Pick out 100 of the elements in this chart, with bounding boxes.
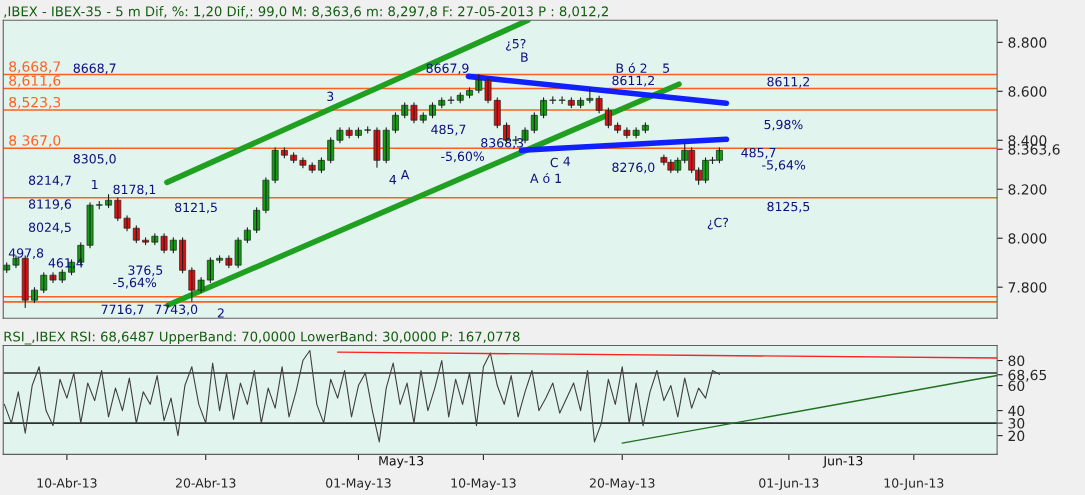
- x-tick-label: 10-May-13: [451, 478, 516, 491]
- candlestick: [206, 257, 214, 284]
- candlestick: [364, 126, 372, 134]
- x-tick-label: 10-Jun-13: [884, 478, 944, 491]
- candlestick: [577, 97, 584, 109]
- annotation: 7743,0: [155, 304, 198, 316]
- y-tick-label: 60: [1008, 380, 1025, 392]
- annotation: 497,8: [8, 248, 44, 260]
- y-tick-label: 7.800: [1008, 282, 1047, 293]
- annotation: -5,60%: [441, 151, 485, 163]
- annotation: 485,7: [741, 147, 776, 159]
- annotation: B: [521, 52, 528, 62]
- chart-title: ,IBEX - IBEX-35 - 5 m Dif, %: 1,20 Dif,: 99,0 M: 8,363,6 m: 8,297,8 F: 27-05-2013 P : 8,012,2: [4, 6, 608, 18]
- annotation: 7716,7: [101, 304, 144, 316]
- annotation: 5,98%: [764, 119, 803, 131]
- annotation: ¿C?: [707, 217, 729, 230]
- annotation: 8667,9: [426, 63, 469, 75]
- ref-line-label: 8,611,6: [9, 75, 61, 88]
- candlestick: [169, 237, 177, 254]
- y-tick-label: 30: [1008, 418, 1025, 429]
- y-tick-label: 40: [1008, 405, 1025, 417]
- candlestick: [216, 255, 224, 264]
- candlestick: [95, 200, 103, 210]
- annotation: 376,5: [128, 265, 163, 277]
- chart-title: RSI_,IBEX RSI: 68,6487 UpperBand: 70,0000 LowerBand: 30,0000 P: 167,0778: [4, 331, 520, 345]
- y-tick-label: 8.200: [1008, 184, 1047, 195]
- text: Jun-13: [822, 456, 863, 468]
- annotation: 8611,2: [767, 76, 810, 88]
- annotation: 8305,0: [73, 154, 116, 165]
- annotation: 4: [563, 156, 571, 166]
- annotation: C: [550, 157, 558, 168]
- candlestick: [253, 207, 261, 234]
- annotation: A: [400, 170, 410, 180]
- candlestick: [641, 122, 649, 134]
- x-tick-label: 20-Abr-13: [175, 478, 236, 488]
- candlestick: [401, 102, 409, 119]
- candlestick: [438, 97, 446, 109]
- annotation: B ó 2: [616, 62, 647, 73]
- annotation: 8024,5: [28, 222, 71, 234]
- candlestick: [281, 147, 288, 159]
- annotation: 8121,5: [175, 202, 217, 214]
- annotation: 5: [663, 63, 670, 73]
- x-tick-label: 10-Abr-13: [37, 478, 97, 488]
- x-tick-label: 01-May-13: [326, 478, 391, 491]
- candlestick: [614, 122, 622, 134]
- candlestick: [142, 237, 149, 246]
- ref-line-label: 8 367,0: [9, 135, 61, 148]
- candlestick: [493, 97, 501, 129]
- candlestick: [290, 152, 298, 164]
- annotation: 8276,0: [612, 162, 655, 174]
- y-tick-label: 20: [1008, 430, 1025, 442]
- y-tick-label: 8.363,6: [1008, 144, 1060, 157]
- y-tick-label: 80: [1008, 355, 1025, 366]
- candlestick: [58, 269, 66, 284]
- candlestick: [604, 107, 612, 129]
- annotation: 8178,1: [113, 184, 156, 196]
- annotation: 8611,2: [612, 75, 654, 87]
- annotation: 485,7: [431, 124, 466, 136]
- y-tick-label: 8.000: [1008, 233, 1047, 244]
- candlestick: [429, 102, 436, 119]
- candlestick: [466, 87, 473, 99]
- annotation: 1: [92, 179, 98, 190]
- annotation: 8214,7: [28, 175, 71, 187]
- text: May-13: [379, 456, 424, 468]
- x-tick-label: 01-Jun-13: [759, 478, 819, 491]
- candlestick: [456, 92, 464, 104]
- candlestick: [540, 97, 547, 119]
- annotation: -5,64%: [762, 160, 806, 171]
- y-tick-label: 8.800: [1008, 37, 1047, 48]
- candlestick: [567, 97, 575, 109]
- ref-line-label: 8,523,3: [9, 96, 61, 109]
- annotation: 8125,5: [767, 201, 810, 213]
- annotation: 2: [217, 308, 224, 318]
- candlestick: [49, 272, 57, 284]
- annotation: 8119,6: [28, 199, 72, 211]
- candlestick: [31, 287, 38, 304]
- candlestick: [355, 127, 362, 139]
- x-tick-label: 20-May-13: [589, 478, 655, 491]
- annotation: 3: [327, 91, 334, 102]
- line-series: [3, 349, 720, 443]
- candlestick: [392, 112, 399, 134]
- candlestick: [132, 225, 140, 244]
- annotation: ¿5?: [506, 38, 526, 51]
- annotation: 8668,7: [73, 63, 116, 75]
- candlestick: [410, 102, 418, 124]
- candlestick: [475, 74, 483, 94]
- y-tick-label: 8.400: [1008, 135, 1047, 146]
- y-tick-label: 68,65: [1008, 369, 1047, 382]
- candlestick: [318, 157, 325, 174]
- annotation: 8368,3: [481, 138, 524, 149]
- candlestick: [530, 112, 538, 134]
- annotation: -5,64%: [113, 277, 157, 289]
- candlestick: [419, 112, 427, 124]
- ref-line-label: 8,668,7: [9, 61, 61, 74]
- annotation: 4: [389, 175, 397, 185]
- y-tick-label: 8.600: [1008, 86, 1047, 97]
- candlestick: [105, 194, 112, 209]
- candlestick: [447, 96, 455, 105]
- candlestick: [40, 272, 48, 294]
- annotation: A ó 1: [530, 172, 561, 184]
